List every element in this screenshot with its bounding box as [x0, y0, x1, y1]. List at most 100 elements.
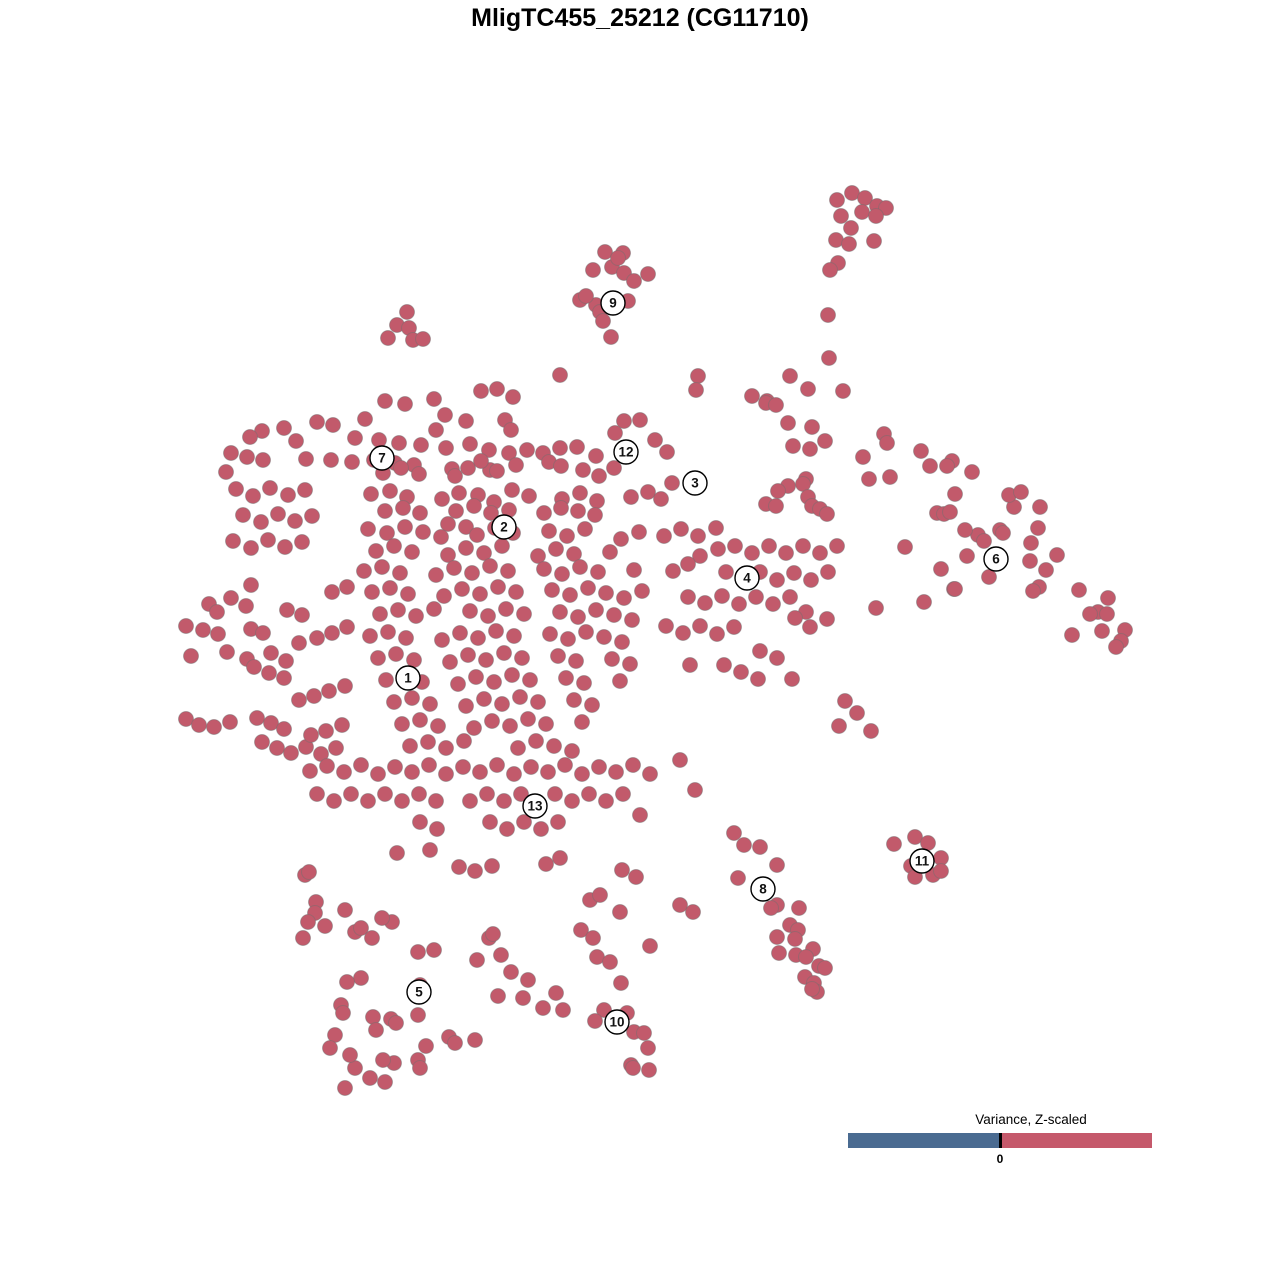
data-point	[379, 525, 395, 541]
data-point	[572, 485, 588, 501]
cluster-label-circle	[613, 439, 639, 465]
data-point	[270, 506, 286, 522]
data-point	[235, 507, 251, 523]
data-point	[552, 440, 568, 456]
data-point	[581, 786, 597, 802]
data-point	[500, 563, 516, 579]
data-point	[178, 711, 194, 727]
data-point	[536, 505, 552, 521]
data-point	[343, 786, 359, 802]
cluster-label: 6	[983, 546, 1009, 572]
data-point	[372, 606, 388, 622]
data-point	[866, 233, 882, 249]
data-point	[430, 718, 446, 734]
data-point	[570, 503, 586, 519]
data-point	[708, 520, 724, 536]
data-point	[480, 608, 496, 624]
data-point	[533, 821, 549, 837]
data-point	[276, 721, 292, 737]
data-point	[585, 930, 601, 946]
data-point	[522, 672, 538, 688]
data-point	[1022, 553, 1038, 569]
data-point	[564, 743, 580, 759]
data-point	[394, 793, 410, 809]
data-point	[791, 900, 807, 916]
data-point	[456, 733, 472, 749]
data-point	[520, 972, 536, 988]
data-point	[508, 457, 524, 473]
data-point	[546, 738, 562, 754]
data-point	[587, 1013, 603, 1029]
data-point	[388, 646, 404, 662]
data-point	[768, 397, 784, 413]
data-point	[672, 897, 688, 913]
data-point	[640, 484, 656, 500]
data-point	[656, 528, 672, 544]
data-point	[690, 368, 706, 384]
data-point	[528, 733, 544, 749]
data-point	[553, 500, 569, 516]
data-point	[584, 697, 600, 713]
data-point	[411, 786, 427, 802]
data-point	[1094, 623, 1110, 639]
cluster-label: 5	[406, 979, 432, 1005]
data-point	[291, 635, 307, 651]
data-point	[362, 628, 378, 644]
data-point	[868, 208, 884, 224]
data-point	[447, 1035, 463, 1051]
data-point	[540, 764, 556, 780]
data-point	[317, 918, 333, 934]
data-point	[392, 565, 408, 581]
data-point	[261, 665, 277, 681]
data-point	[225, 533, 241, 549]
data-point	[878, 200, 894, 216]
data-point	[470, 630, 486, 646]
data-point	[542, 626, 558, 642]
cluster-label-circle	[395, 665, 421, 691]
data-point	[294, 534, 310, 550]
data-point	[501, 445, 517, 461]
data-point	[516, 606, 532, 622]
data-point	[426, 942, 442, 958]
data-point	[541, 523, 557, 539]
data-point	[364, 584, 380, 600]
data-point	[455, 759, 471, 775]
data-point	[578, 624, 594, 640]
data-point	[664, 475, 680, 491]
cluster-label-text: 7	[378, 451, 386, 466]
data-point	[335, 1005, 351, 1021]
data-point	[494, 538, 510, 554]
data-point	[295, 930, 311, 946]
data-point	[458, 540, 474, 556]
data-point	[868, 600, 884, 616]
data-point	[613, 975, 629, 991]
data-point	[482, 814, 498, 830]
data-point	[530, 548, 546, 564]
data-point	[922, 458, 938, 474]
cluster-label: 1	[395, 665, 421, 691]
data-point	[616, 413, 632, 429]
data-point	[1100, 590, 1116, 606]
data-point	[562, 587, 578, 603]
data-point	[780, 415, 796, 431]
data-point	[413, 437, 429, 453]
data-point	[183, 648, 199, 664]
data-point	[309, 786, 325, 802]
data-point	[297, 482, 313, 498]
data-point	[486, 674, 502, 690]
data-point	[603, 329, 619, 345]
data-point	[386, 538, 402, 554]
data-point	[750, 671, 766, 687]
data-point	[568, 653, 584, 669]
data-point	[446, 560, 462, 576]
data-point	[615, 786, 631, 802]
data-point	[610, 250, 626, 266]
cluster-label-circle	[369, 445, 395, 471]
data-point	[243, 540, 259, 556]
data-point	[817, 433, 833, 449]
data-point	[469, 952, 485, 968]
data-point	[374, 559, 390, 575]
data-point	[769, 650, 785, 666]
data-point	[377, 393, 393, 409]
data-point	[634, 583, 650, 599]
